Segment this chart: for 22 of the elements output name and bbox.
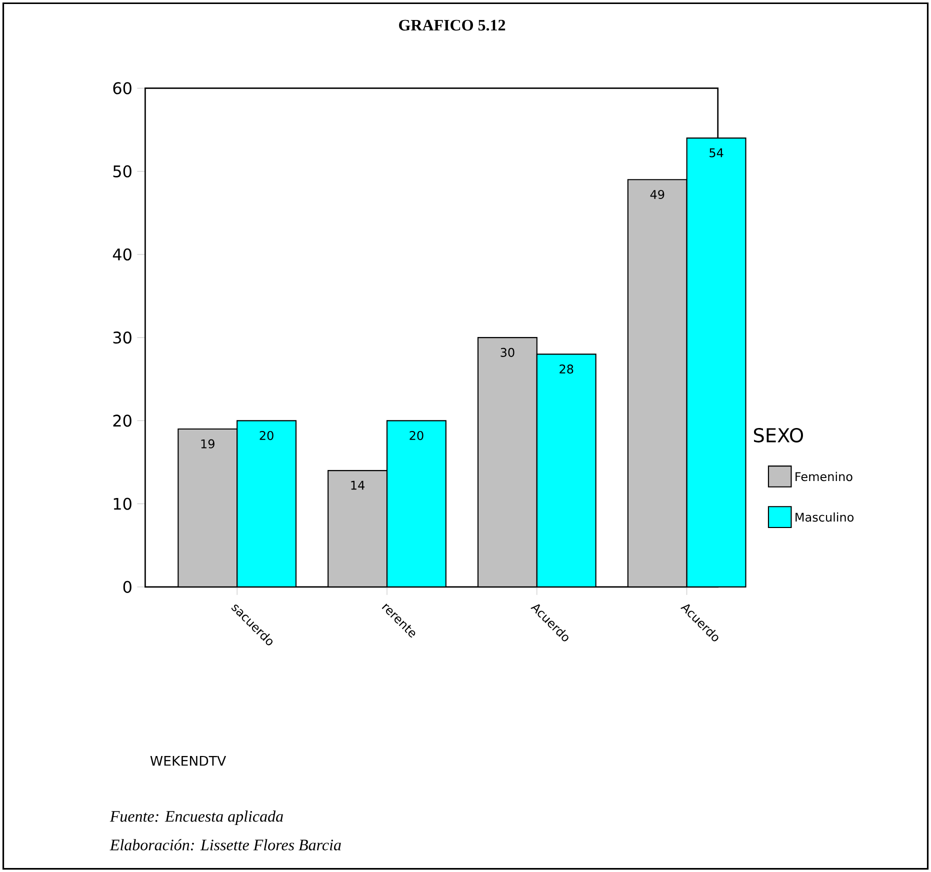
text: Elaboración: Lissette Flores Barcia <box>110 839 341 850</box>
legend-label: Femenino <box>796 472 852 482</box>
data-label: 19 <box>201 439 214 448</box>
y-tick-label: 20 <box>113 414 132 427</box>
y-tick-label: 50 <box>113 165 132 178</box>
chart-title: GRAFICO 5.12 <box>399 20 506 31</box>
data-label: 49 <box>650 190 664 199</box>
data-label: 28 <box>560 364 574 374</box>
data-label: 30 <box>500 348 514 357</box>
y-tick-label: 0 <box>123 580 132 593</box>
data-label: 20 <box>260 430 274 440</box>
y-tick-label: 40 <box>112 248 132 260</box>
data-label: 20 <box>410 430 424 440</box>
legend-title: SEXO <box>754 428 803 442</box>
text: WEKENDTV <box>150 756 226 766</box>
legend-label: Masculino <box>796 512 854 522</box>
y-tick-label: 60 <box>113 82 132 94</box>
y-tick-label: 10 <box>114 498 132 510</box>
data-label: 54 <box>710 148 724 158</box>
data-label: 14 <box>351 480 364 490</box>
source-note: Fuente: Encuesta aplicada <box>110 810 283 826</box>
y-tick-label: 30 <box>113 332 132 344</box>
